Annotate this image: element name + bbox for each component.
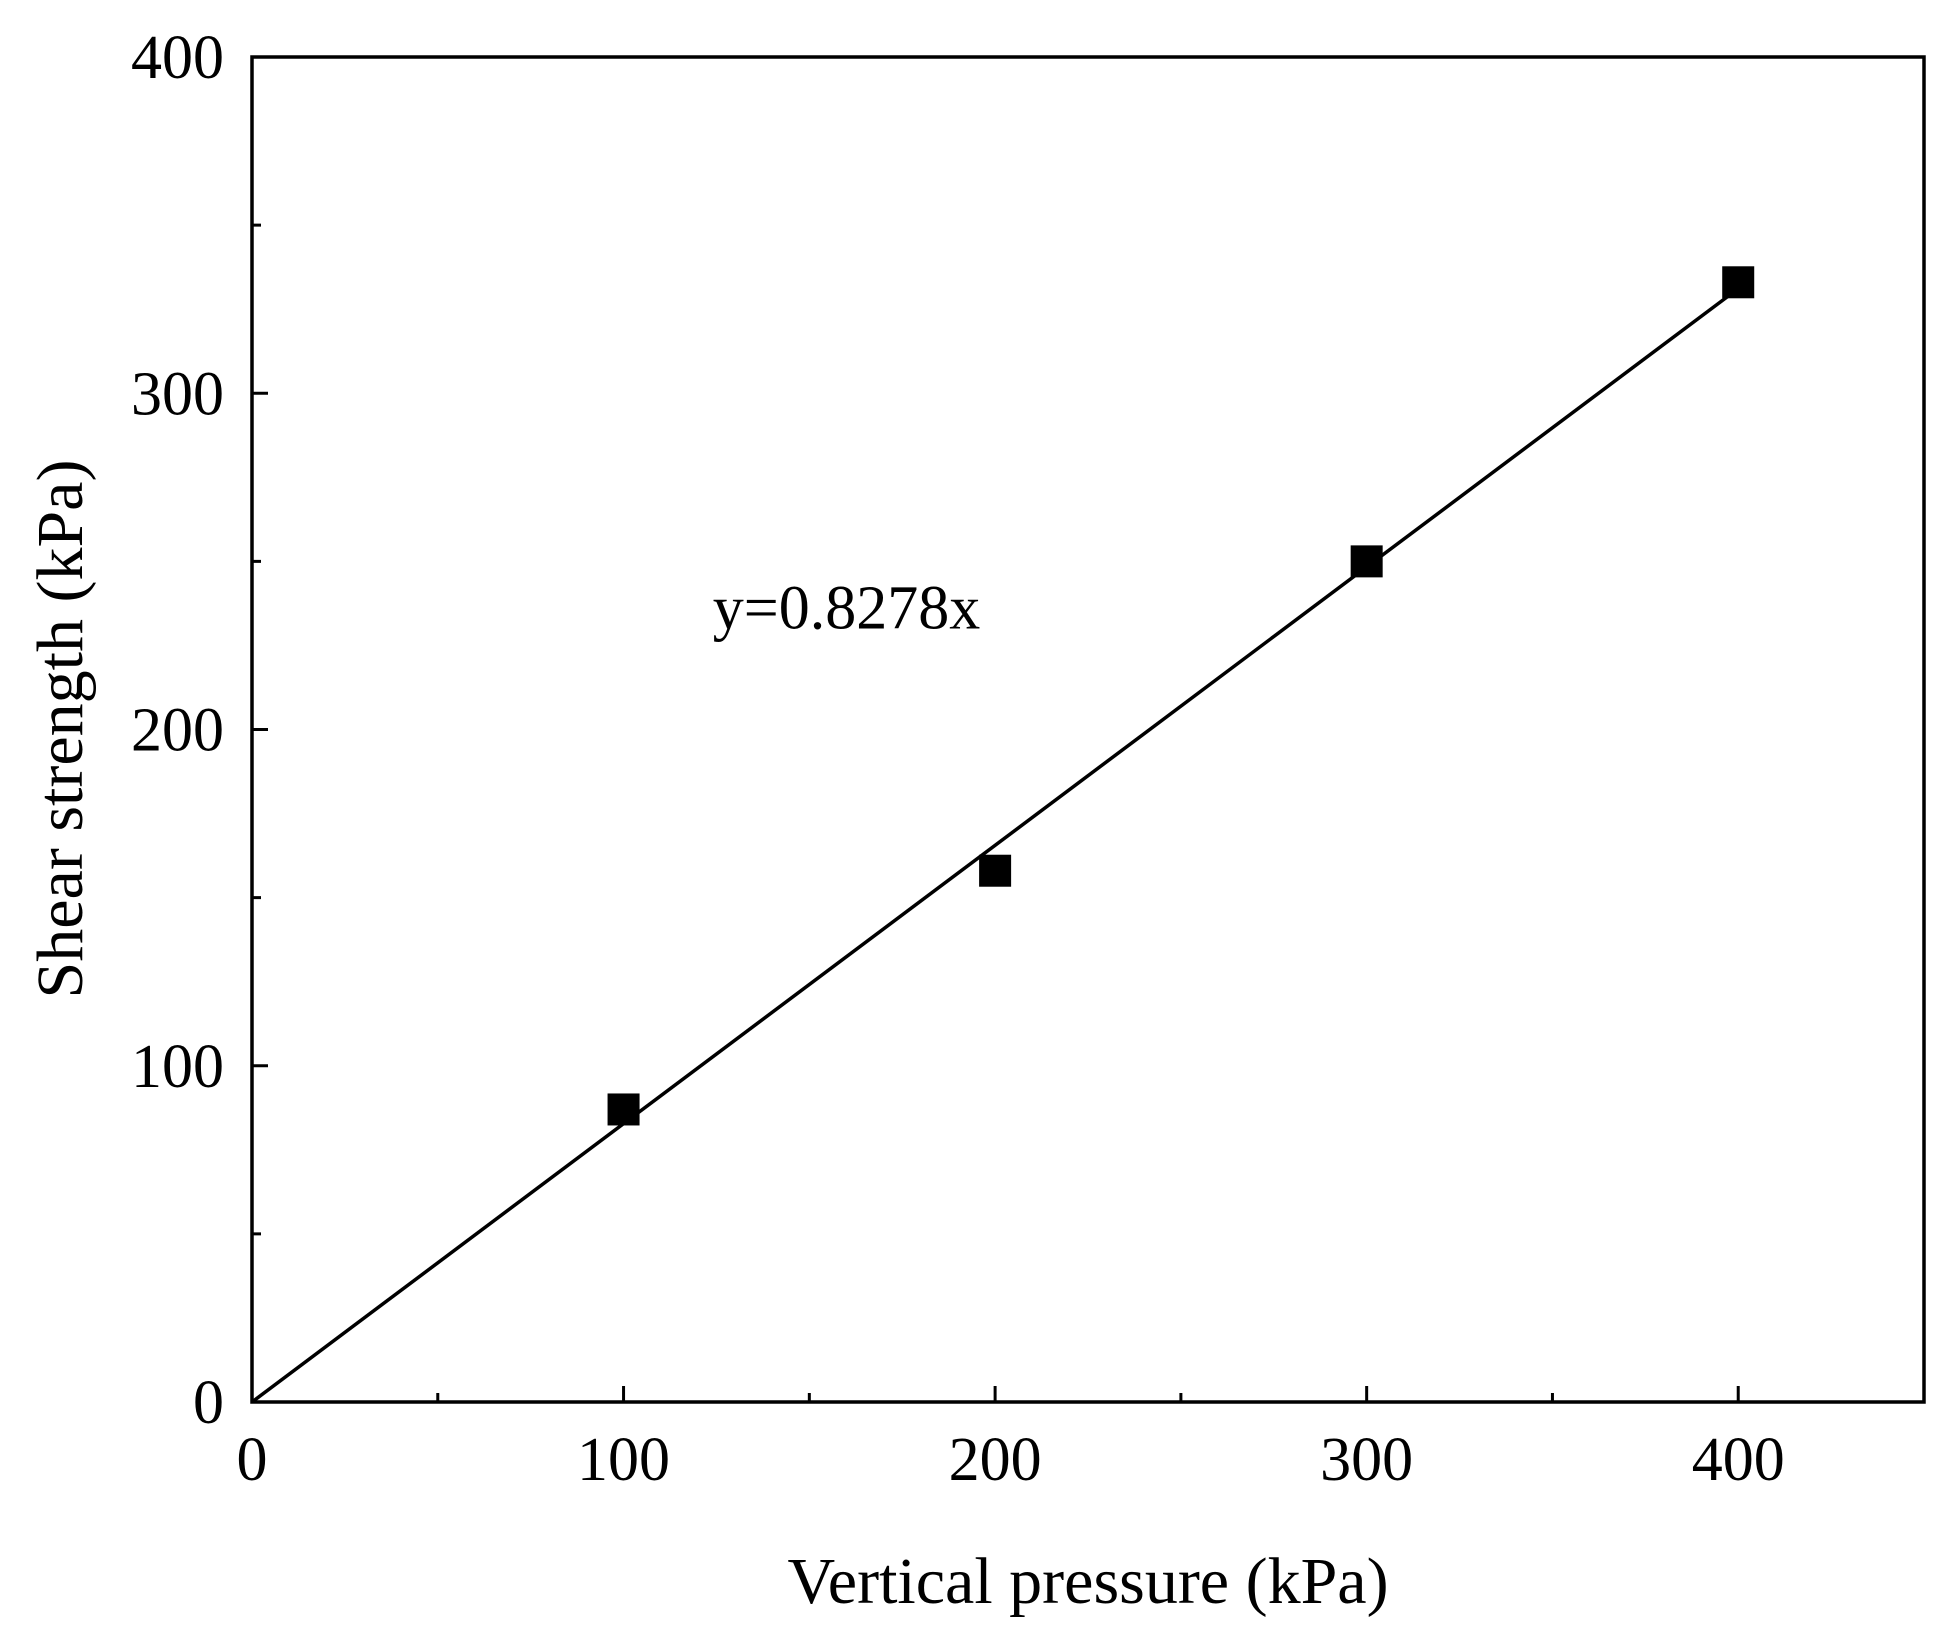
x-tick-label: 300 <box>1320 1426 1413 1494</box>
x-axis-title: Vertical pressure (kPa) <box>787 1545 1388 1618</box>
data-point <box>979 854 1012 887</box>
x-tick-label: 0 <box>237 1426 268 1494</box>
axis-ticks <box>250 55 1740 1404</box>
y-tick-label: 200 <box>131 697 224 765</box>
fit-line <box>250 287 1740 1404</box>
data-point <box>1722 266 1755 299</box>
data-points <box>607 266 1755 1126</box>
data-point <box>1350 545 1383 578</box>
y-tick-label: 300 <box>131 360 224 428</box>
x-tick-label: 200 <box>949 1426 1042 1494</box>
equation-annotation: y=0.8278x <box>713 575 980 643</box>
x-tick-label: 400 <box>1692 1426 1785 1494</box>
x-tick-label: 100 <box>577 1426 670 1494</box>
y-axis-title: Shear strength (kPa) <box>24 460 97 999</box>
y-tick-label: 400 <box>131 24 224 92</box>
y-tick-label: 100 <box>131 1033 224 1101</box>
tick-labels: 0 100 200 300 400 0 100 200 300 400 <box>131 24 1785 1494</box>
plot-frame <box>250 55 1926 1404</box>
data-point <box>607 1093 640 1126</box>
y-tick-label: 0 <box>193 1369 224 1437</box>
